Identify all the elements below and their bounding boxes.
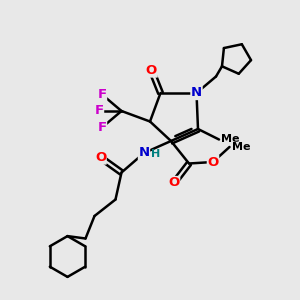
Text: F: F — [98, 121, 106, 134]
Text: F: F — [94, 104, 103, 118]
Text: O: O — [168, 176, 180, 190]
Text: Me: Me — [232, 142, 250, 152]
Text: H: H — [151, 149, 160, 160]
Text: N: N — [138, 146, 150, 160]
Text: N: N — [191, 86, 202, 100]
Text: Me: Me — [221, 134, 240, 145]
Text: O: O — [207, 155, 219, 169]
Text: O: O — [95, 151, 106, 164]
Text: F: F — [98, 88, 106, 101]
Text: O: O — [146, 64, 157, 77]
